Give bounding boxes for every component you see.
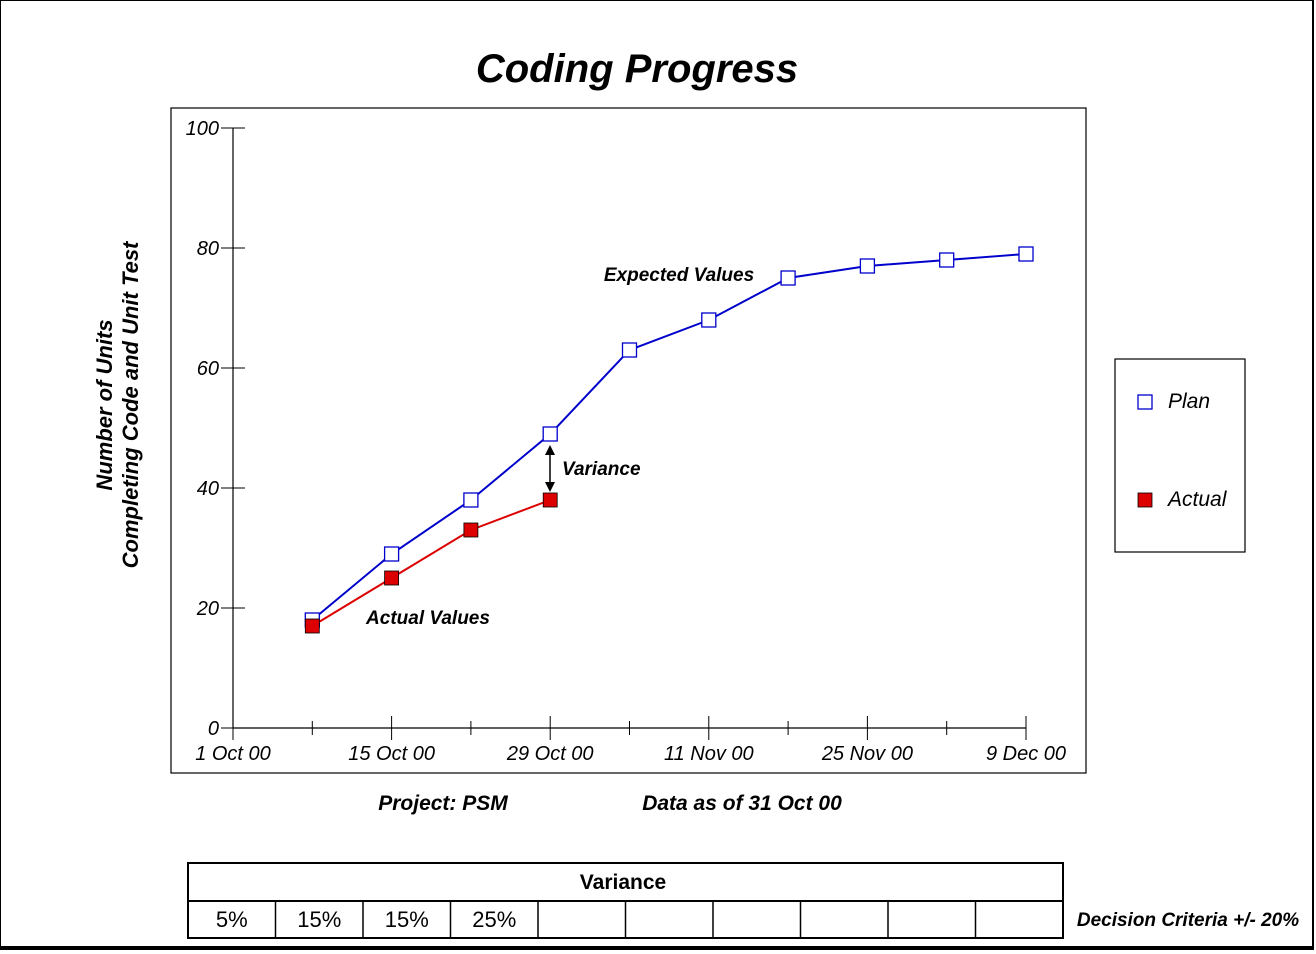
- legend: Plan Actual: [1114, 358, 1246, 553]
- y-tick-label: 80: [197, 238, 219, 260]
- data-point-actual: [384, 570, 400, 586]
- axes: 0 20 40 60 80 100 1 Oct 00 15 Oct 00 29 Oct 00 11…: [186, 118, 1066, 765]
- data-point-plan: [542, 426, 558, 442]
- data-point-plan: [463, 492, 479, 508]
- variance-table-header: Variance: [580, 871, 666, 894]
- data-point-plan: [383, 546, 400, 562]
- variance-cell: 25%: [472, 907, 516, 932]
- data-point-plan: [1018, 246, 1034, 262]
- legend-actual-marker: [1137, 492, 1153, 508]
- expected-values-annotation: Expected Values: [604, 265, 754, 286]
- x-tick-label: 25 Nov 00: [821, 743, 913, 765]
- data-point-plan: [859, 258, 876, 274]
- y-tick-label: 100: [186, 118, 219, 140]
- y-axis-title-line-1: Number of Units: [92, 319, 117, 490]
- x-tick-label: 11 Nov 00: [664, 743, 754, 765]
- y-tick-label: 60: [197, 358, 219, 380]
- data-point-plan: [701, 312, 717, 328]
- y-tick-label: 20: [196, 598, 219, 620]
- data-as-of-label: Data as of 31 Oct 00: [642, 792, 842, 815]
- chart-title: Coding Progress: [476, 47, 798, 91]
- data-point-actual: [463, 522, 479, 538]
- decision-criteria-label: Decision Criteria +/- 20%: [1077, 910, 1299, 931]
- x-tick-label: 15 Oct 00: [348, 743, 435, 765]
- data-point-plan: [621, 342, 638, 358]
- series-layer: [304, 246, 1034, 634]
- y-axis-title-line-2: Completing Code and Unit Test: [118, 240, 143, 568]
- data-point-plan: [939, 252, 955, 268]
- project-label: Project: PSM: [378, 792, 508, 815]
- x-tick-label: 1 Oct 00: [195, 743, 271, 765]
- data-point-actual: [304, 618, 320, 634]
- variance-cell: 15%: [385, 907, 429, 932]
- y-tick-label: 40: [197, 478, 219, 500]
- legend-actual-label: Actual: [1166, 488, 1228, 511]
- variance-table: Variance 5% 15% 15% 25%: [187, 862, 1064, 939]
- variance-annotation: Variance: [562, 459, 641, 480]
- actual-values-annotation: Actual Values: [365, 608, 490, 629]
- series-line-plan: [311, 253, 1027, 621]
- y-tick-label: 0: [208, 718, 219, 740]
- data-point-actual: [542, 492, 558, 508]
- legend-box: [1114, 358, 1246, 553]
- plot-area-border: [170, 107, 1087, 774]
- x-tick-label: 29 Oct 00: [506, 743, 594, 765]
- data-point-plan: [780, 270, 796, 286]
- variance-cell: 5%: [216, 907, 248, 932]
- series-line-actual: [311, 499, 551, 627]
- variance-cell: 15%: [297, 907, 341, 932]
- x-tick-label: 9 Dec 00: [986, 743, 1066, 765]
- variance-arrow: [545, 445, 555, 492]
- legend-plan-label: Plan: [1168, 390, 1210, 413]
- legend-plan-marker: [1137, 394, 1153, 410]
- y-axis-title: Number of Units Completing Code and Unit…: [92, 240, 143, 568]
- variance-table-cells: 5% 15% 15% 25%: [216, 901, 977, 938]
